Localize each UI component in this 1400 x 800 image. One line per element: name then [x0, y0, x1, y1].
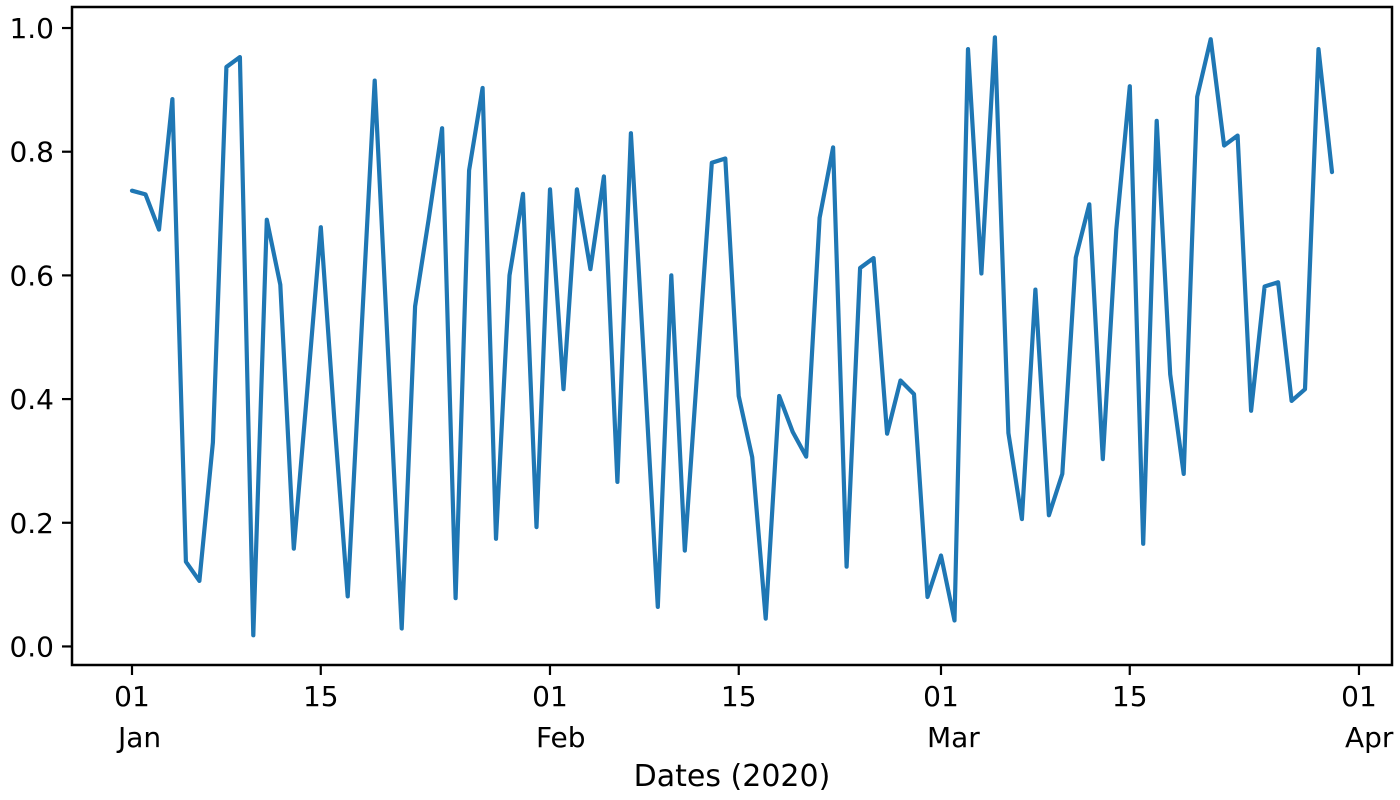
x-tick-label: 15	[721, 680, 757, 713]
x-tick-month-label: Apr	[1345, 721, 1394, 754]
x-tick-month-label: Jan	[116, 721, 161, 754]
x-axis: 01 Jan 15 01 Feb 15 01 Mar 15 01 Apr	[114, 665, 1394, 754]
y-tick-label: 0.8	[9, 136, 54, 169]
y-tick-label: 0.0	[9, 630, 54, 663]
data-line-series	[129, 35, 1335, 638]
x-tick-label: 01	[1341, 680, 1377, 713]
x-tick-month-label: Mar	[927, 721, 980, 754]
x-tick-label: 15	[1112, 680, 1148, 713]
y-tick-label: 0.6	[9, 259, 54, 292]
y-tick-label: 0.4	[9, 383, 54, 416]
y-axis: 0.0 0.2 0.4 0.6 0.8 1.0	[9, 12, 72, 663]
x-axis-label: Dates (2020)	[634, 759, 831, 794]
x-tick-label: 01	[923, 680, 959, 713]
axes-background	[72, 7, 1392, 665]
x-tick-label: 01	[114, 680, 150, 713]
y-tick-label: 0.2	[9, 507, 54, 540]
x-tick-label: 15	[303, 680, 339, 713]
y-tick-label: 1.0	[9, 12, 54, 45]
x-tick-month-label: Feb	[536, 721, 586, 754]
axes-spines	[70, 5, 1394, 667]
x-tick-label: 01	[532, 680, 568, 713]
